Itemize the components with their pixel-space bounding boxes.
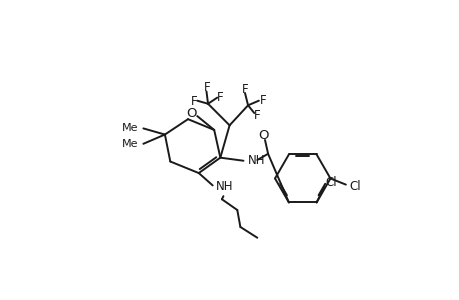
Text: Cl: Cl [325, 176, 337, 189]
Text: F: F [203, 81, 210, 94]
Text: Cl: Cl [348, 180, 360, 193]
Text: NH: NH [215, 180, 233, 194]
Text: F: F [190, 95, 197, 108]
Text: Me: Me [122, 139, 139, 149]
Text: F: F [259, 94, 265, 107]
Text: O: O [186, 107, 197, 120]
Text: O: O [257, 129, 268, 142]
Text: F: F [217, 91, 223, 104]
Text: Me: Me [122, 123, 139, 134]
Text: F: F [253, 109, 260, 122]
Text: NH: NH [247, 154, 265, 167]
Text: F: F [241, 82, 248, 96]
